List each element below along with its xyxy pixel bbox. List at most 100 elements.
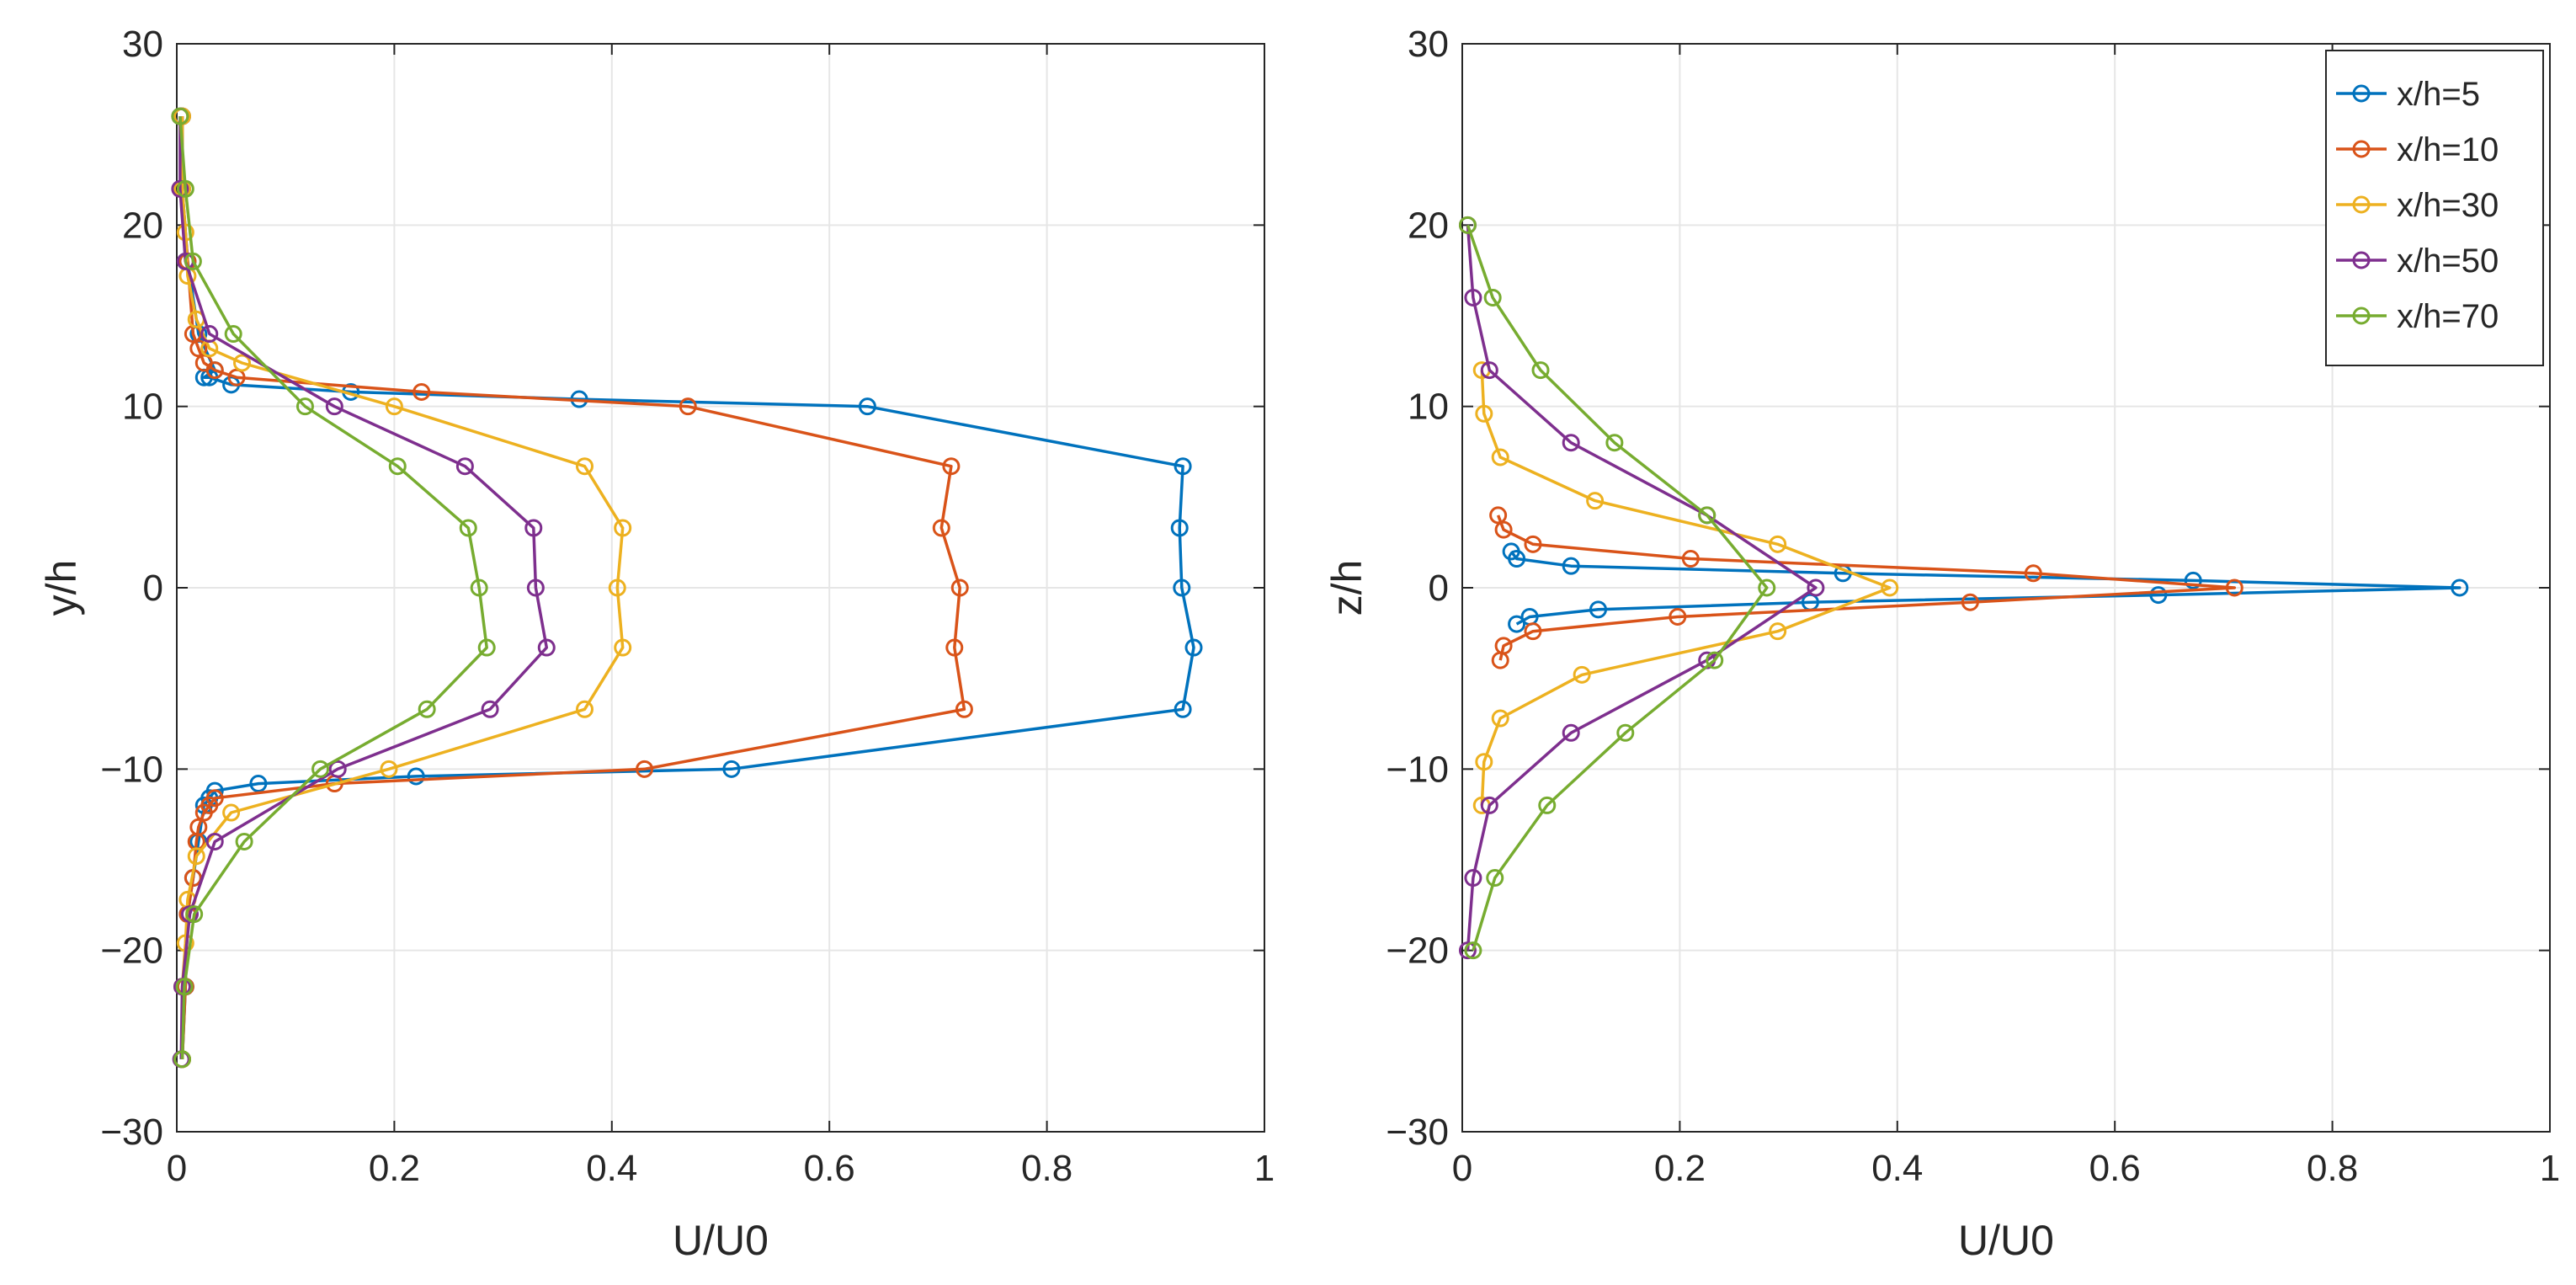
left-data-point — [205, 832, 224, 850]
right-data-point — [1483, 288, 1502, 307]
left-data-point — [955, 700, 973, 718]
right-data-point — [1538, 796, 1557, 814]
left-plot-panel: 0 0.2 0.4 0.6 0.8 1 −30 −20 −10 0 10 20 30 U/U0 y/h — [38, 24, 1275, 1264]
left-data-point — [1174, 700, 1192, 718]
right-y-tick-label: 10 — [1408, 387, 1449, 428]
left-data-point — [679, 397, 697, 416]
legend-swatch-marker — [2352, 307, 2371, 325]
left-data-point — [470, 579, 488, 597]
left-data-point — [380, 760, 398, 778]
legend-swatch-marker — [2352, 195, 2371, 214]
right-data-point — [1961, 593, 1979, 611]
right-data-point — [1562, 557, 1580, 575]
right-x-tick-label: 1 — [2540, 1148, 2560, 1189]
left-y-tick-label: 10 — [122, 387, 163, 428]
right-x-tick-label: 0.4 — [1871, 1148, 1923, 1189]
left-x-tick-label: 0.4 — [586, 1148, 637, 1189]
left-x-tick-label: 0.6 — [804, 1148, 855, 1189]
right-data-point — [2149, 586, 2168, 605]
right-series-line — [1480, 370, 1892, 806]
left-data-point — [171, 179, 189, 198]
right-data-point — [1758, 579, 1776, 597]
left-y-tick-label: 30 — [122, 24, 163, 65]
right-data-point — [2225, 579, 2243, 597]
right-data-point — [1562, 723, 1580, 742]
legend-swatch-marker — [2352, 84, 2371, 103]
right-data-point — [1669, 607, 1687, 626]
left-data-point — [205, 361, 224, 380]
left-x-tick-label: 0.2 — [369, 1148, 420, 1189]
left-data-point — [608, 579, 626, 597]
left-y-tick-label: −10 — [100, 749, 163, 790]
right-y-tick-label: 30 — [1408, 24, 1449, 65]
left-data-point — [328, 760, 347, 778]
left-data-point — [412, 382, 431, 401]
right-data-point — [1769, 535, 1787, 553]
left-y-axis-label: y/h — [38, 560, 85, 616]
left-data-point — [185, 905, 204, 924]
right-data-point — [1524, 535, 1542, 553]
left-x-tick-label: 0.8 — [1021, 1148, 1072, 1189]
right-data-point — [1480, 796, 1498, 814]
right-series-line — [1509, 550, 2462, 626]
left-data-point — [614, 519, 632, 537]
left-x-tick-label: 1 — [1254, 1148, 1275, 1189]
left-data-point — [171, 107, 189, 125]
legend-entry-label: x/h=50 — [2397, 243, 2499, 280]
right-x-tick-label: 0.2 — [1654, 1148, 1706, 1189]
right-y-tick-label: 0 — [1429, 568, 1449, 609]
left-y-tick-label: −30 — [100, 1112, 163, 1153]
right-data-point — [1475, 404, 1493, 423]
right-data-point — [1486, 869, 1504, 888]
left-data-point — [722, 760, 741, 778]
left-series-x-h-70 — [171, 107, 496, 1069]
left-data-point — [249, 775, 268, 793]
left-data-point — [537, 638, 556, 657]
left-series-line — [180, 116, 966, 1059]
right-series-line — [1466, 225, 1818, 951]
right-series-line — [1466, 224, 1769, 952]
right-y-tick-label: −10 — [1386, 749, 1449, 790]
left-data-point — [932, 519, 950, 537]
legend-swatch-marker — [2352, 140, 2371, 158]
right-data-point — [1464, 869, 1482, 888]
left-data-point — [1184, 638, 1203, 657]
left-data-point — [1174, 457, 1192, 476]
right-series-x-h-10 — [1489, 506, 2243, 669]
right-data-point — [1458, 941, 1477, 960]
left-data-point — [407, 767, 425, 786]
right-series-x-h-30 — [1472, 361, 1899, 814]
right-y-tick-label: −30 — [1386, 1112, 1449, 1153]
right-data-point — [2024, 564, 2042, 583]
left-data-point — [176, 179, 194, 198]
left-data-point — [311, 760, 330, 778]
left-data-point — [175, 978, 194, 996]
right-y-tick-label: −20 — [1386, 930, 1449, 972]
right-data-point — [1769, 622, 1787, 641]
legend-entry-label: x/h=70 — [2397, 298, 2499, 335]
left-y-tick-label: −20 — [100, 930, 163, 972]
right-data-point — [2184, 571, 2202, 589]
left-data-point — [1170, 519, 1189, 537]
right-data-point — [1681, 550, 1700, 568]
legend-entry-label: x/h=10 — [2397, 131, 2499, 168]
right-series-x-h-70 — [1458, 216, 1776, 960]
right-legend: x/h=5 x/h=10 x/h=30 x/h=50 x/h=70 — [2325, 50, 2544, 366]
left-data-point — [295, 397, 314, 416]
left-data-point — [200, 325, 219, 344]
left-data-point — [858, 397, 876, 416]
right-data-point — [1531, 361, 1550, 380]
left-data-point — [385, 397, 403, 416]
left-data-point — [481, 700, 499, 718]
left-x-tick-label: 0 — [167, 1148, 187, 1189]
left-data-point — [173, 1050, 191, 1069]
left-data-point — [1173, 579, 1191, 597]
right-data-point — [1491, 651, 1509, 669]
right-data-point — [1605, 434, 1624, 452]
left-data-point — [455, 457, 474, 476]
right-data-point — [1524, 622, 1542, 641]
right-x-axis-label: U/U0 — [1958, 1217, 2054, 1264]
left-data-point — [576, 700, 593, 718]
right-x-tick-label: 0.6 — [2089, 1148, 2141, 1189]
left-data-point — [418, 700, 436, 718]
